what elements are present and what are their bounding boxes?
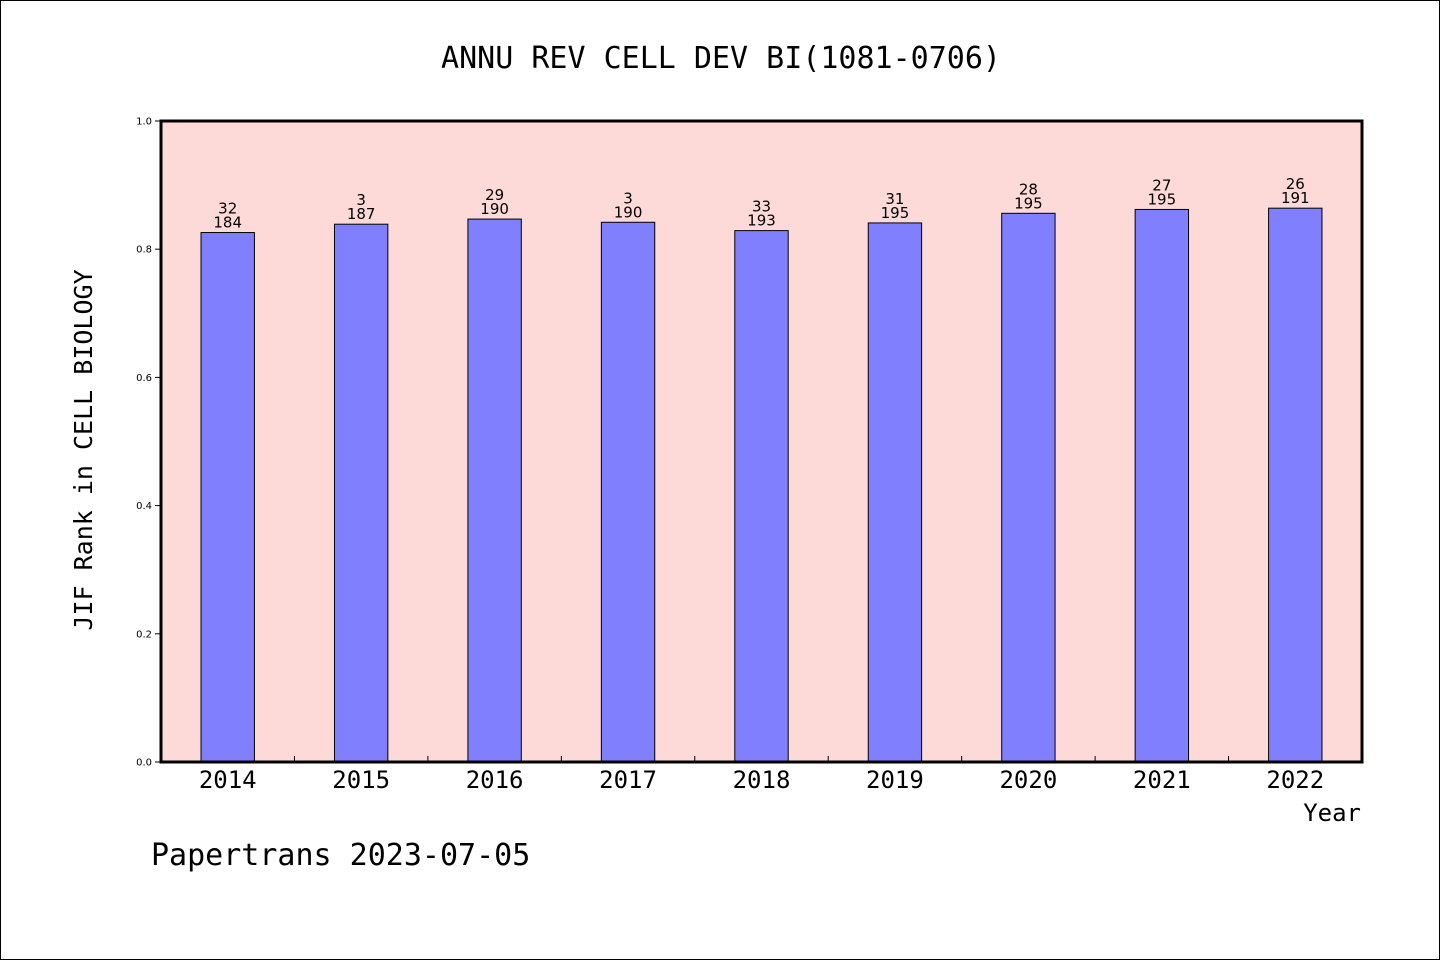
y-tick-label-0.8: 0.8 xyxy=(136,245,152,256)
axes-layer: 2014 2015 2016 2017 2018 2019 2020 2021 2022 0.0 0… xyxy=(136,117,1324,795)
bar-rank-label-2016: 29 xyxy=(485,186,504,204)
bar-rank-label-2015: 3 xyxy=(356,191,366,209)
bar-2022 xyxy=(1268,207,1323,763)
bar-total-label-2014: 184 xyxy=(213,214,242,232)
bar-total-label-2016: 190 xyxy=(480,200,509,218)
bar-total-label-2015: 187 xyxy=(347,205,376,223)
bars-layer xyxy=(200,207,1323,763)
y-tick-label-0.2: 0.2 xyxy=(136,629,152,640)
bar-2016 xyxy=(467,218,522,763)
bar-total-label-2019: 195 xyxy=(881,204,910,222)
footer-watermark: Papertrans 2023-07-05 xyxy=(151,838,530,873)
bar-rank-label-2021: 27 xyxy=(1152,176,1171,194)
x-tick-label-2015: 2015 xyxy=(332,766,390,794)
y-axis-label: JIF Rank in CELL BIOLOGY xyxy=(69,269,98,630)
bar-2020 xyxy=(1001,212,1056,763)
bar-total-label-2020: 195 xyxy=(1014,194,1043,212)
x-tick-label-2018: 2018 xyxy=(733,766,791,794)
x-tick-label-2021: 2021 xyxy=(1133,766,1191,794)
bar-rank-label-2017: 3 xyxy=(623,189,633,207)
bar-2015 xyxy=(333,223,389,763)
x-tick-label-2016: 2016 xyxy=(466,766,524,794)
x-tick-label-2014: 2014 xyxy=(199,766,257,794)
bar-rank-label-2022: 26 xyxy=(1286,175,1305,193)
y-tick-label-0.6: 0.6 xyxy=(136,373,152,384)
y-tick-label-1.0: 1.0 xyxy=(136,117,152,128)
y-tick-label-0.4: 0.4 xyxy=(136,501,152,512)
bar-rank-label-2018: 33 xyxy=(752,198,771,216)
bar-2017 xyxy=(600,221,656,763)
bar-total-label-2022: 191 xyxy=(1281,189,1310,207)
bar-2019 xyxy=(867,222,923,763)
bar-total-label-2021: 195 xyxy=(1148,190,1177,208)
x-tick-label-2019: 2019 xyxy=(866,766,924,794)
bar-rank-label-2020: 28 xyxy=(1019,180,1038,198)
y-tick-label-0.0: 0.0 xyxy=(136,758,152,769)
bar-2018 xyxy=(734,230,789,763)
bar-2014 xyxy=(200,232,255,763)
x-tick-label-2017: 2017 xyxy=(599,766,657,794)
x-tick-label-2022: 2022 xyxy=(1266,766,1324,794)
bar-rank-label-2019: 31 xyxy=(885,190,904,208)
bar-total-label-2018: 193 xyxy=(747,212,776,230)
bar-2021 xyxy=(1134,208,1190,763)
bar-rank-label-2014: 32 xyxy=(218,200,237,218)
plot-border xyxy=(159,119,1364,764)
x-axis-label: Year xyxy=(1303,799,1361,827)
x-tick-label-2020: 2020 xyxy=(999,766,1057,794)
bar-total-label-2017: 190 xyxy=(614,203,643,221)
chart-title: ANNU REV CELL DEV BI(1081-0706) xyxy=(441,41,1001,76)
